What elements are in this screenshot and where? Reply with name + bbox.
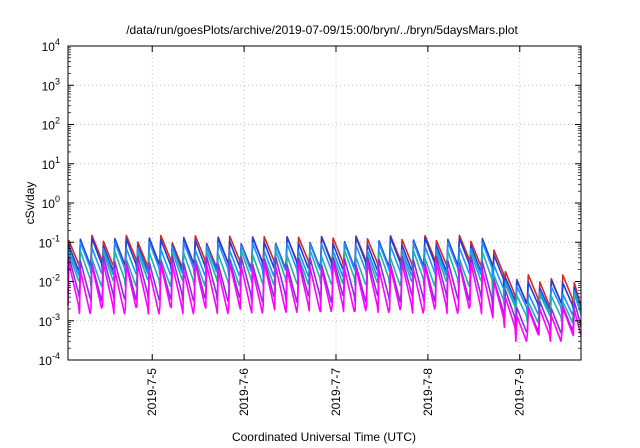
- series-line: [67, 261, 582, 343]
- y-tick-label: 100: [42, 194, 60, 211]
- x-tick-label: 2019-7-9: [513, 368, 527, 416]
- y-tick-label: 102: [42, 116, 60, 133]
- ticks: 10-4 10-3 10-2 10-1 100 101 102 103 104 2019-7-5 2…: [39, 37, 581, 416]
- y-tick-label: 10-2: [39, 273, 60, 290]
- series-line: [67, 236, 582, 311]
- x-axis-label: Coordinated Universal Time (UTC): [232, 430, 416, 444]
- x-tick-label: 2019-7-8: [421, 368, 435, 416]
- y-tick-label: 10-3: [39, 312, 60, 329]
- x-tick-label: 2019-7-6: [237, 368, 251, 416]
- y-axis-label: cSv/day: [23, 182, 37, 225]
- series-group: [67, 234, 582, 343]
- y-tick-label: 101: [42, 155, 60, 172]
- y-tick-label: 10-4: [39, 351, 60, 368]
- y-tick-label: 104: [42, 37, 60, 54]
- x-tick-label: 2019-7-5: [145, 368, 159, 416]
- chart-title: /data/run/goesPlots/archive/2019-07-09/1…: [126, 23, 518, 37]
- y-tick-label: 103: [42, 76, 60, 93]
- x-tick-label: 2019-7-7: [329, 368, 343, 416]
- y-tick-label: 10-1: [39, 233, 60, 250]
- series-line: [67, 241, 582, 316]
